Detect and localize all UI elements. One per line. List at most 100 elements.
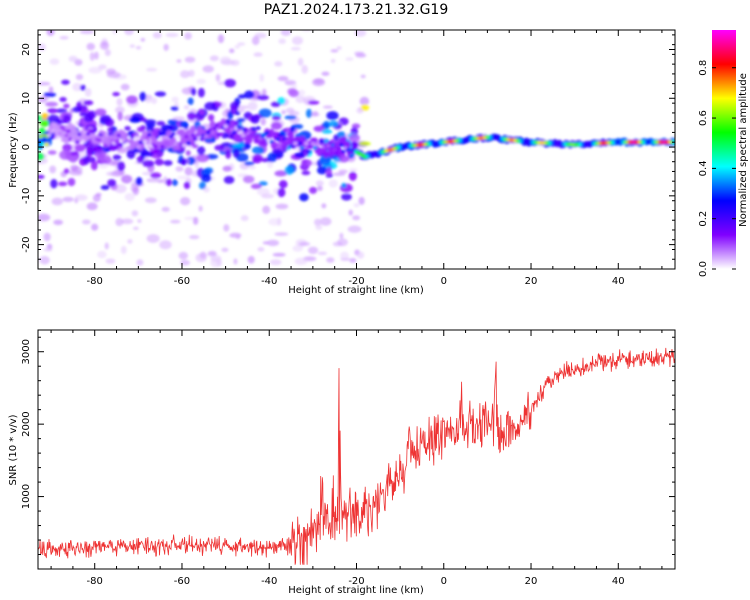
noise-blob: [74, 194, 88, 201]
spectral-blob: [214, 144, 225, 151]
noise-blob: [53, 219, 64, 226]
noise-blob: [316, 185, 323, 191]
noise-blob: [132, 186, 140, 196]
ridge-halo: [122, 132, 129, 141]
spectral-blob: [326, 167, 333, 177]
noise-blob: [184, 32, 192, 40]
colorbar-tick-label: 0.8: [698, 60, 709, 76]
ridge-halo: [130, 140, 137, 149]
noise-blob: [179, 197, 191, 206]
noise-blob: [152, 32, 162, 39]
ridge-core: [315, 142, 320, 146]
noise-blob: [354, 51, 365, 56]
noise-blob: [163, 43, 169, 51]
noise-blob: [144, 96, 152, 104]
noise-blob: [210, 258, 222, 268]
ridge-core: [190, 133, 196, 138]
spectral-blob: [74, 144, 86, 152]
spectral-blob: [336, 131, 346, 139]
y-tick-label: -20: [21, 236, 32, 252]
spectral-blob: [341, 182, 347, 189]
spectral-blob: [163, 160, 173, 166]
noise-blob: [195, 253, 207, 263]
noise-blob: [94, 51, 99, 60]
spectral-blob: [208, 114, 215, 122]
noise-blob: [240, 215, 249, 222]
spectral-blob: [180, 158, 187, 166]
noise-blob: [315, 219, 328, 224]
spectral-blob: [55, 108, 68, 114]
noise-blob: [43, 232, 51, 242]
noise-blob: [115, 218, 124, 227]
ridge-core: [77, 132, 82, 137]
spectral-blob: [80, 84, 86, 91]
snr-y-ticks: 1000 2000 3000: [21, 336, 675, 556]
snr-x-label: Height of straight line (km): [288, 585, 424, 596]
colorbar-gradient: [712, 30, 736, 269]
x-tick-label: 40: [612, 576, 625, 587]
ridge-core: [61, 127, 67, 132]
ridge-core: [295, 146, 300, 151]
spectral-blob: [45, 101, 58, 107]
spectral-blob: [278, 180, 288, 189]
x-tick-label: -80: [87, 576, 103, 587]
noise-blob: [349, 258, 357, 263]
spectral-blob: [139, 117, 147, 122]
spectral-blob: [85, 147, 93, 158]
ridge-core: [275, 137, 281, 141]
spectral-blob: [47, 108, 58, 114]
ridge-core: [44, 142, 49, 147]
spectral-blob: [150, 172, 162, 179]
ridge-core: [219, 132, 224, 136]
ridge-core: [293, 141, 298, 146]
spectral-blob: [348, 171, 357, 181]
noise-blob: [359, 96, 370, 106]
ridge-core: [238, 130, 244, 135]
spectral-blob: [223, 175, 235, 184]
noise-blob: [260, 118, 267, 126]
ridge-core: [341, 149, 346, 154]
ridge-core: [232, 130, 237, 135]
spectral-blob: [63, 103, 70, 109]
spectral-blob: [204, 101, 217, 111]
spectral-blob: [250, 114, 260, 124]
noise-blob: [39, 256, 50, 265]
noise-blob: [247, 101, 258, 111]
snr-panel: -80 -60 -40 -20 0 20 40 1000 2000 3000 Height of…: [8, 329, 676, 596]
noise-blob: [297, 89, 306, 96]
ridge-halo: [333, 140, 340, 149]
spectral-blob: [156, 121, 166, 126]
ridge-core: [57, 131, 63, 136]
ridge-core: [125, 142, 130, 147]
spectral-blob: [244, 161, 255, 166]
spectral-blob: [196, 154, 209, 163]
ridge-core: [349, 153, 355, 158]
noise-blob: [70, 164, 79, 171]
noise-blob: [278, 38, 286, 45]
ridge-core: [66, 129, 71, 133]
noise-blob: [261, 193, 274, 199]
noise-blob: [234, 45, 240, 49]
spectral-blob: [232, 148, 240, 158]
noise-blob: [280, 30, 292, 36]
noise-blob: [301, 64, 309, 74]
x-tick-label: 20: [525, 576, 538, 587]
noise-blob: [339, 232, 344, 239]
x-tick-label: -40: [261, 576, 277, 587]
noise-blob: [262, 205, 271, 214]
noise-blob: [268, 218, 282, 226]
spectral-blob: [341, 193, 352, 201]
spectral-blob: [61, 79, 70, 85]
colorbar-tick-label: 0.2: [698, 211, 709, 227]
ridge-core: [334, 150, 340, 155]
spectral-blob: [258, 181, 268, 186]
noise-blob: [237, 109, 246, 113]
noise-blob: [124, 192, 135, 201]
spectral-blob: [94, 108, 107, 116]
spectral-blob: [323, 120, 330, 130]
ridge-core: [175, 134, 180, 139]
noise-blob: [48, 86, 54, 94]
noise-blob: [180, 70, 190, 79]
spectral-blob: [244, 142, 251, 150]
ridge-core: [286, 132, 292, 137]
